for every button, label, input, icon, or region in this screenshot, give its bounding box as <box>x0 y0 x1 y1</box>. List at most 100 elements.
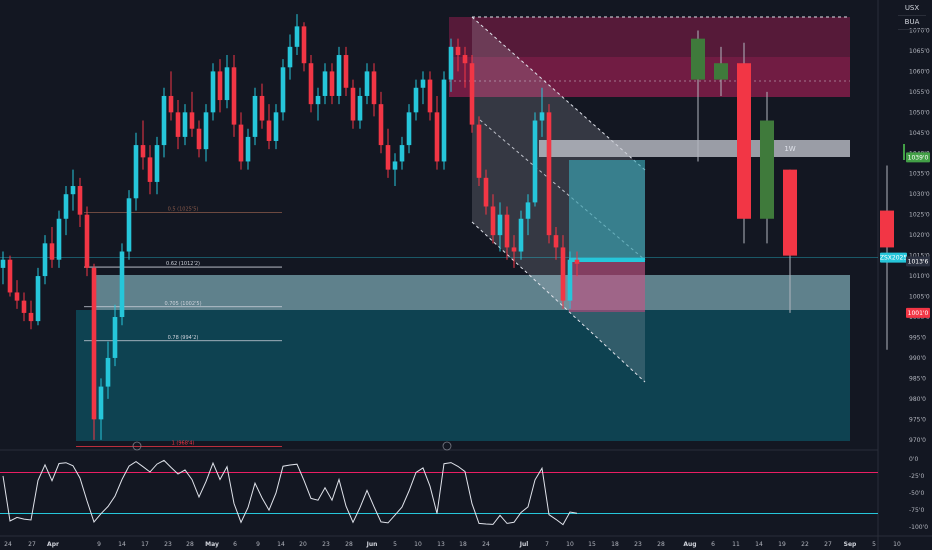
time-tick-label: 9 <box>97 541 101 548</box>
oscillator-tick-label: -100'0 <box>909 524 928 531</box>
daily-candle <box>427 79 433 113</box>
daily-candle <box>294 26 300 47</box>
daily-candle <box>546 112 552 236</box>
time-tick-label: 14 <box>277 541 285 548</box>
daily-candle <box>105 357 111 387</box>
symbol-bottom: BUA <box>898 16 926 30</box>
daily-candle <box>280 67 286 113</box>
fib-label: 1 (968'4) <box>172 440 195 446</box>
time-tick-label: 24 <box>482 541 490 548</box>
price-label-badge <box>906 256 930 267</box>
daily-candle <box>329 71 335 96</box>
daily-candles <box>0 14 580 440</box>
daily-candle <box>539 112 545 121</box>
daily-candle <box>350 87 356 121</box>
price-label-badge <box>880 252 907 263</box>
oscillator-tick-label: -75'0 <box>909 507 924 514</box>
daily-candle <box>98 386 104 420</box>
daily-candle <box>392 161 398 170</box>
time-tick-label: 23 <box>634 541 642 548</box>
daily-candle <box>511 247 517 252</box>
daily-candle <box>462 55 468 64</box>
daily-candle <box>371 71 377 105</box>
entry-line <box>569 258 645 262</box>
fib-label: 0.705 (1002'5) <box>164 301 201 307</box>
daily-candle <box>28 312 34 322</box>
stop-box <box>569 260 645 312</box>
time-tick-label: 18 <box>611 541 619 548</box>
target-box <box>569 160 645 260</box>
daily-candle <box>35 276 41 322</box>
time-tick-label: 19 <box>778 541 786 548</box>
time-tick-label: 27 <box>824 541 832 548</box>
daily-candle <box>217 71 223 101</box>
daily-candle <box>56 218 62 260</box>
daily-candle <box>231 67 237 125</box>
daily-candle <box>560 247 566 301</box>
daily-candle <box>147 157 153 182</box>
daily-candle <box>266 120 272 141</box>
price-tick-label: 1055'0 <box>909 89 930 96</box>
daily-candle <box>497 214 503 236</box>
time-tick-label: 20 <box>299 541 307 548</box>
fib-label: 0.62 (1012'2) <box>166 261 200 267</box>
fib-pocket-zone <box>92 275 850 310</box>
time-tick-label: 23 <box>322 541 330 548</box>
time-tick-label: 5 <box>393 541 397 548</box>
time-tick-label: 28 <box>345 541 353 548</box>
daily-candle <box>245 136 251 162</box>
daily-candle <box>399 145 405 162</box>
time-tick-label: 17 <box>141 541 149 548</box>
marker-icon <box>132 441 142 451</box>
weekly-annotation-label: 1W <box>784 145 795 153</box>
supply-zone-inner <box>449 57 850 97</box>
daily-candle <box>168 95 174 113</box>
weekly-candle <box>783 169 797 256</box>
daily-candle <box>315 95 321 105</box>
daily-candle <box>574 259 580 264</box>
daily-candle <box>161 95 167 146</box>
price-tick-label: 995'0 <box>909 334 926 341</box>
time-tick-label: 14 <box>755 541 763 548</box>
time-tick-label: 9 <box>256 541 260 548</box>
daily-candle <box>483 177 489 207</box>
price-axis: 1070'01065'01060'01055'01050'01045'01040… <box>880 27 930 444</box>
fib-retracement: 0.5 (1025'5) 0.62 (1012'2) 0.705 (1002'5) 0… <box>76 207 452 451</box>
daily-candle <box>441 79 447 162</box>
time-tick-label: 5 <box>872 541 876 548</box>
price-tick-label: 1030'0 <box>909 191 930 198</box>
daily-candle <box>525 202 531 219</box>
weekly-candle <box>737 63 751 219</box>
symbol-box[interactable]: USX BUA <box>898 2 926 30</box>
marker-icon <box>442 441 452 451</box>
daily-candle <box>448 46 454 80</box>
oscillator-tick-label: 0'0 <box>909 456 918 463</box>
time-tick-label: 15 <box>588 541 596 548</box>
time-tick-label: 10 <box>414 541 422 548</box>
price-label-text: 1001'0 <box>908 310 929 317</box>
zones-layer <box>0 16 878 441</box>
price-tick-label: 1005'0 <box>909 294 930 301</box>
price-tick-label: 1065'0 <box>909 48 930 55</box>
time-tick-label: 6 <box>233 541 237 548</box>
time-tick-label: 28 <box>657 541 665 548</box>
weekly-candle <box>714 63 728 80</box>
time-axis: 24 27 Apr 9 14 17 23 28 May 6 9 14 20 23 28 Jun 5 10 13 18 2… <box>4 541 901 548</box>
price-label-badge <box>906 152 930 163</box>
fib-label: 0.5 (1025'5) <box>168 207 199 213</box>
price-tick-label: 1035'0 <box>909 171 930 178</box>
oscillator-tick-label: -50'0 <box>909 490 924 497</box>
time-tick-label: Apr <box>47 541 59 548</box>
price-tick-label: 985'0 <box>909 375 926 382</box>
time-tick-label: 23 <box>164 541 172 548</box>
price-label-text: 1039'0 <box>908 154 929 161</box>
price-tick-label: 1025'0 <box>909 212 930 219</box>
daily-candle <box>406 112 412 146</box>
oscillator-panel: 0'0 -25'0 -50'0 -75'0 -100'0 <box>0 456 928 531</box>
daily-candle <box>469 63 475 125</box>
daily-candle <box>91 267 97 420</box>
oscillator-tick-label: -25'0 <box>909 473 924 480</box>
price-tick-label: 980'0 <box>909 396 926 403</box>
price-tick-label: 1050'0 <box>909 109 930 116</box>
daily-candle <box>385 145 391 170</box>
